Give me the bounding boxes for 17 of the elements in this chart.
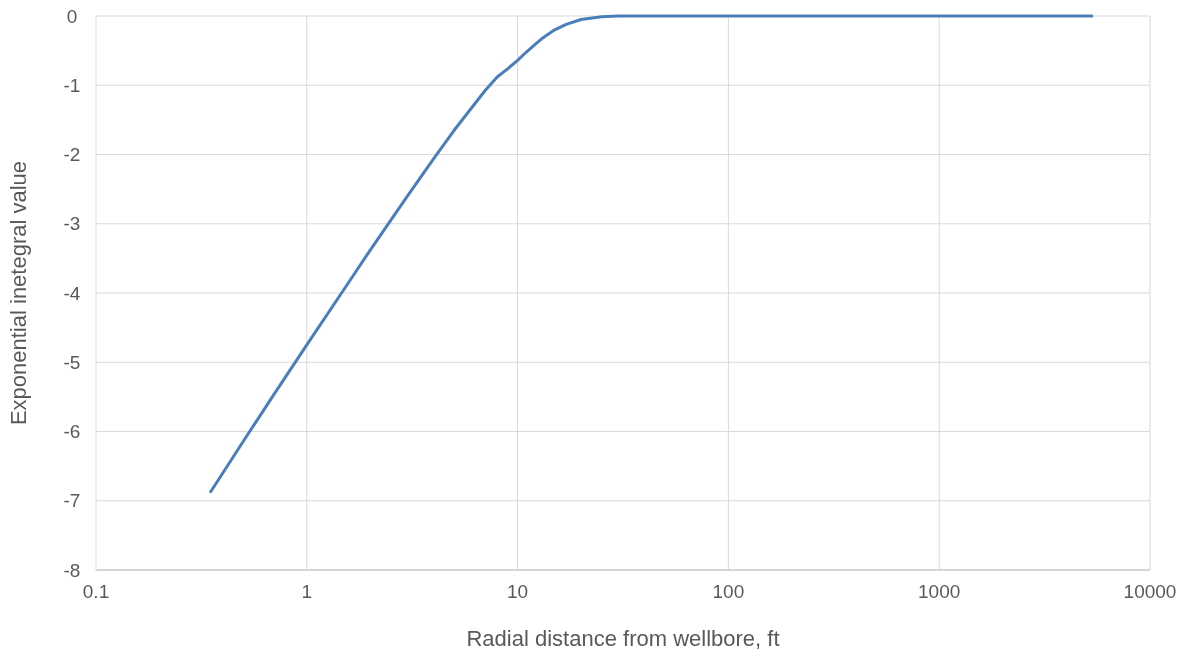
y-tick-label: -4	[63, 282, 81, 304]
y-tick-label: 0	[66, 5, 78, 27]
x-tick-label: 0.1	[82, 581, 110, 602]
x-axis-title: Radial distance from wellbore, ft	[466, 626, 780, 651]
y-tick-label: -6	[63, 421, 81, 443]
y-tick-label: -5	[63, 351, 81, 373]
y-tick-label: -2	[63, 144, 81, 166]
x-tick-label: 100	[712, 581, 745, 602]
x-tick-label: 1	[301, 581, 313, 602]
y-tick-label: -3	[63, 213, 81, 235]
y-tick-label: -1	[63, 74, 81, 96]
x-tick-label: 10000	[1123, 581, 1177, 602]
x-tick-label: 1000	[918, 581, 961, 602]
x-tick-label: 10	[507, 581, 529, 602]
y-tick-label: -7	[63, 490, 81, 512]
y-tick-label: -8	[63, 559, 81, 581]
y-axis-title: Exponential inetegral value	[6, 160, 31, 426]
